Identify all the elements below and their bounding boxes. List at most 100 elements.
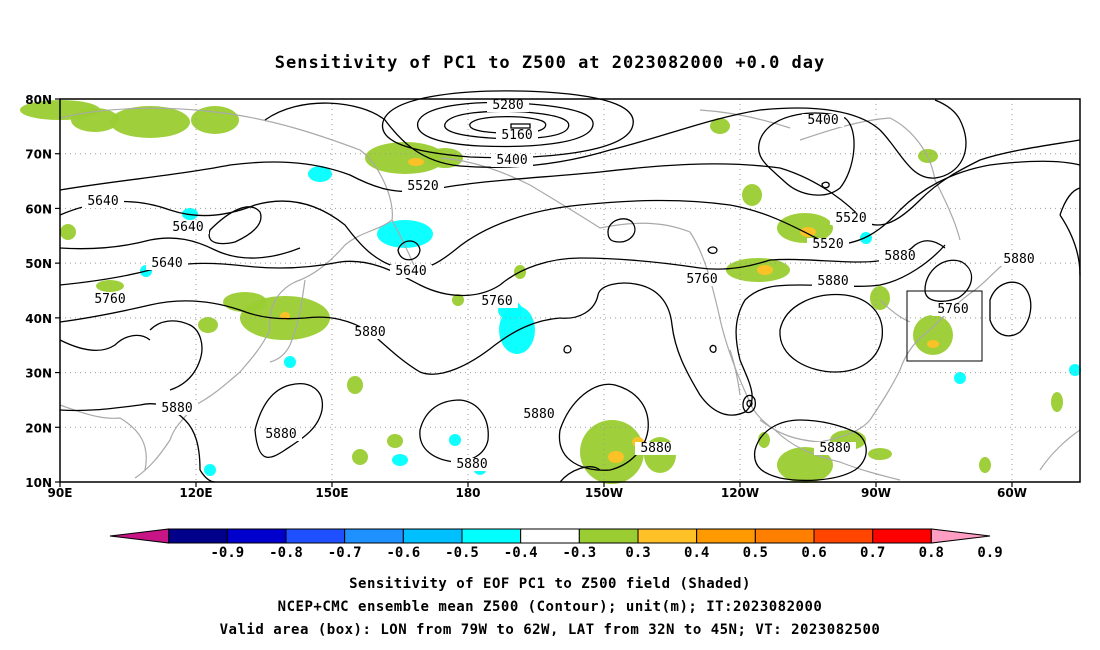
contour-label-14: 5880 xyxy=(1003,252,1034,267)
contour-line-3 xyxy=(469,116,547,134)
coastline-15 xyxy=(934,179,961,241)
contour-label-1: 5160 xyxy=(501,128,532,143)
contour-label-11: 5640 xyxy=(151,256,182,271)
contour-label-bg-16 xyxy=(812,275,854,288)
lat-tick-70N: 70N xyxy=(25,148,52,162)
shade-blob-49 xyxy=(392,454,408,466)
contour-label-bg-11 xyxy=(146,257,188,270)
shade-blob-28 xyxy=(96,280,124,292)
lon-tick-150E: 150E xyxy=(315,486,348,500)
colorbar-swatch-3 xyxy=(344,528,404,544)
colorbar-label-4: -0.5 xyxy=(445,545,479,561)
contour-label-3: 5400 xyxy=(496,153,527,168)
shade-blob-1 xyxy=(71,108,119,132)
contour-label-bg-5 xyxy=(82,195,124,208)
shade-blob-23 xyxy=(979,457,991,473)
lat-tick-40N: 40N xyxy=(25,312,52,326)
shade-blob-36 xyxy=(408,158,424,166)
coastline-10 xyxy=(729,349,741,396)
contour-line-6 xyxy=(879,99,967,179)
lat-tick-60N: 60N xyxy=(25,202,52,216)
contour-label-bg-2 xyxy=(802,114,844,127)
shade-blob-4 xyxy=(365,142,445,174)
contour-label-22: 5880 xyxy=(640,441,671,456)
colorbar-swatch-12 xyxy=(872,528,932,544)
lat-tick-50N: 50N xyxy=(25,257,52,271)
contour-label-bg-9 xyxy=(89,293,131,306)
coastline-14 xyxy=(799,117,936,181)
colorbar-label-5: -0.4 xyxy=(504,545,538,561)
contour-label-24: 5880 xyxy=(884,249,915,264)
contour-line-31 xyxy=(989,281,1032,337)
contour-line-7 xyxy=(758,112,855,196)
contour-label-16: 5880 xyxy=(817,274,848,289)
shade-blob-7 xyxy=(223,292,267,312)
colorbar-swatch-11 xyxy=(813,528,874,544)
contour-line-37 xyxy=(709,344,717,353)
z500-contours xyxy=(59,90,1081,483)
colorbar-label-13: 0.9 xyxy=(977,545,1002,561)
contour-label-bg-13 xyxy=(681,273,723,286)
shade-blob-22 xyxy=(868,448,892,460)
contour-line-38 xyxy=(742,394,756,414)
contour-line-35 xyxy=(563,345,572,354)
footer-line-1: Sensitivity of EOF PC1 to Z500 field (Sh… xyxy=(349,576,751,592)
contour-label-0: 5280 xyxy=(492,98,523,113)
contour-line-19 xyxy=(559,282,753,416)
colorbar-label-9: 0.5 xyxy=(743,545,768,561)
sensitivity-shading xyxy=(20,100,1081,484)
shade-blob-17 xyxy=(742,184,762,206)
contour-label-bg-14 xyxy=(998,253,1040,266)
contour-label-bg-7 xyxy=(167,221,209,234)
shade-blob-33 xyxy=(800,227,816,237)
shade-blob-46 xyxy=(860,232,872,244)
contour-label-bg-24 xyxy=(879,250,921,263)
graticule xyxy=(60,99,1080,482)
shade-blob-34 xyxy=(757,265,773,275)
shade-blob-31 xyxy=(608,451,624,463)
contour-line-1 xyxy=(417,101,594,148)
shade-blob-29 xyxy=(758,432,770,448)
contour-line-22 xyxy=(59,334,151,352)
lat-tick-20N: 20N xyxy=(25,421,52,435)
contour-line-33 xyxy=(1059,187,1081,216)
contour-label-bg-4 xyxy=(402,180,444,193)
shade-blob-2 xyxy=(110,106,190,138)
lon-tick-180: 180 xyxy=(455,486,480,500)
contour-label-bg-17 xyxy=(349,326,391,339)
valid-area-box xyxy=(906,290,983,362)
contour-label-bg-18 xyxy=(156,402,198,415)
colorbar-swatch-2 xyxy=(285,528,346,544)
lat-tick-10N: 10N xyxy=(25,476,52,490)
coastline-9 xyxy=(747,397,901,481)
colorbar-label-1: -0.8 xyxy=(269,545,303,561)
colorbar-swatch-7 xyxy=(578,528,639,544)
contour-label-12: 5760 xyxy=(481,294,512,309)
contour-label-21: 5880 xyxy=(456,457,487,472)
coastline-4 xyxy=(59,404,147,471)
colorbar-swatch-4 xyxy=(402,528,463,544)
colorbar-swatch-0 xyxy=(168,528,228,544)
colorbar-label-10: 0.6 xyxy=(801,545,826,561)
shade-blob-26 xyxy=(918,149,938,163)
contour-line-28 xyxy=(559,466,601,483)
contour-labels: 5280 5160 5400 5400 5520 5640 5520 5640 5640 5760… xyxy=(82,98,1040,472)
coastline-0 xyxy=(59,107,393,221)
colorbar-swatch-10 xyxy=(754,528,815,544)
colorbar-label-7: 0.3 xyxy=(625,545,650,561)
lon-tick-120E: 120E xyxy=(179,486,212,500)
shade-blob-30 xyxy=(452,294,464,306)
colorbar-swatch-8 xyxy=(637,528,698,544)
colorbar-swatch-1 xyxy=(226,528,287,544)
contour-line-18 xyxy=(59,300,561,375)
contour-label-bg-20 xyxy=(518,408,560,421)
footer: Sensitivity of EOF PC1 to Z500 field (Sh… xyxy=(220,576,880,638)
contour-label-bg-22 xyxy=(635,442,677,455)
contour-label-bg-23 xyxy=(814,442,856,455)
contour-label-9: 5760 xyxy=(94,292,125,307)
contour-label-7: 5640 xyxy=(172,220,203,235)
contour-label-13: 5760 xyxy=(686,272,717,287)
shade-blob-11 xyxy=(387,434,403,448)
colorbar-swatch-6 xyxy=(520,528,580,544)
